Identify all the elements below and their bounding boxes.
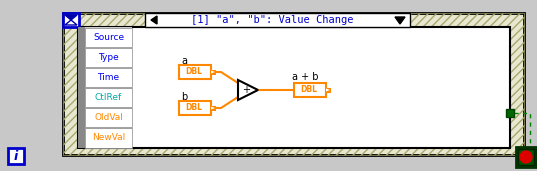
- Bar: [294, 83, 326, 97]
- Polygon shape: [238, 80, 258, 100]
- Bar: [518, 149, 534, 165]
- Bar: [85, 128, 132, 148]
- Text: DBL: DBL: [301, 86, 317, 95]
- Polygon shape: [211, 70, 215, 74]
- Text: +: +: [242, 85, 250, 95]
- Bar: [326, 88, 331, 93]
- Bar: [85, 68, 132, 87]
- Text: i: i: [14, 149, 18, 162]
- Text: OldVal: OldVal: [94, 113, 123, 122]
- Text: b: b: [181, 92, 187, 102]
- Bar: [8, 148, 24, 164]
- Bar: [211, 69, 216, 75]
- Bar: [85, 28, 132, 47]
- Bar: [506, 109, 514, 117]
- Text: [1] "a", "b": Value Change: [1] "a", "b": Value Change: [191, 15, 354, 25]
- Bar: [85, 88, 132, 107]
- Text: a: a: [181, 56, 187, 66]
- Bar: [85, 48, 132, 67]
- Bar: [179, 101, 211, 115]
- Polygon shape: [65, 15, 77, 20]
- Bar: [78, 27, 132, 148]
- Polygon shape: [211, 107, 215, 109]
- Polygon shape: [395, 17, 405, 24]
- Text: Type: Type: [98, 53, 119, 62]
- Bar: [179, 65, 211, 79]
- Bar: [78, 27, 510, 148]
- Text: Source: Source: [93, 33, 124, 42]
- Bar: [63, 13, 79, 27]
- Bar: [145, 13, 410, 27]
- Text: DBL: DBL: [185, 68, 202, 76]
- Polygon shape: [326, 89, 330, 91]
- Bar: [211, 106, 216, 110]
- Text: a + b: a + b: [292, 72, 318, 82]
- Bar: [516, 147, 536, 167]
- Bar: [85, 108, 132, 127]
- Circle shape: [520, 151, 532, 163]
- Text: NewVal: NewVal: [92, 133, 125, 142]
- Text: Time: Time: [97, 73, 120, 82]
- Bar: [78, 27, 85, 148]
- Text: CtlRef: CtlRef: [95, 93, 122, 102]
- Bar: [63, 13, 524, 155]
- Bar: [63, 13, 524, 155]
- Polygon shape: [151, 16, 157, 24]
- Text: DBL: DBL: [185, 103, 202, 113]
